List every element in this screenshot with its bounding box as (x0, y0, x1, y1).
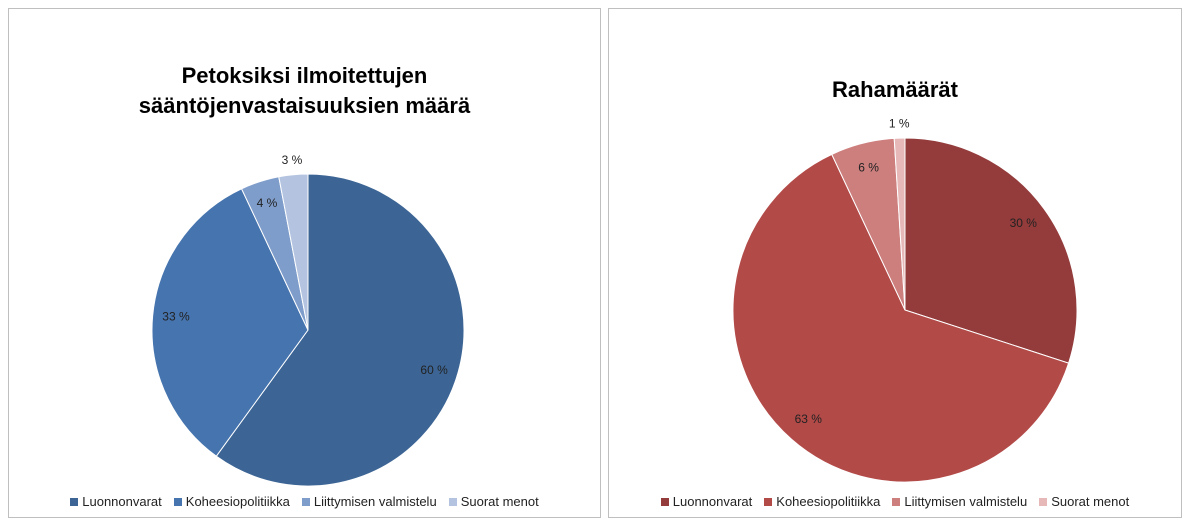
data-label: 63 % (795, 412, 823, 426)
legend-label: Koheesiopolitiikka (776, 494, 881, 509)
pie-slice (278, 173, 309, 331)
legend-item: Suorat menot (1039, 494, 1129, 509)
legend-swatch (764, 497, 773, 506)
legend-label: Liittymisen valmistelu (904, 494, 1028, 509)
legend-label: Koheesiopolitiikka (185, 494, 290, 509)
pie-slice (904, 137, 1078, 364)
pie-slice (732, 153, 1070, 483)
chart-title: Rahamäärät (832, 77, 958, 102)
chart-title: Petoksiksi ilmoitettujen sääntöjenvastai… (138, 63, 471, 118)
pie: 60 % 33 % 4 % 3 % (151, 153, 465, 487)
data-label: 33 % (162, 310, 190, 324)
legend-item: Luonnonvarat (660, 494, 753, 509)
legend-swatch (1039, 497, 1048, 506)
legend-swatch (448, 497, 457, 506)
data-label: 4 % (257, 196, 278, 210)
legend-swatch (660, 497, 669, 506)
pie: 30 % 63 % 6 % 1 % (732, 116, 1078, 483)
legend-label: Suorat menot (460, 494, 539, 509)
data-label: 1 % (889, 116, 910, 130)
legend-item: Koheesiopolitiikka (764, 494, 880, 509)
data-label: 6 % (858, 161, 879, 175)
legend-item: Suorat menot (448, 494, 539, 509)
legend-swatch (301, 497, 310, 506)
legend-item: Luonnonvarat (70, 494, 162, 509)
legend-label: Luonnonvarat (82, 494, 162, 509)
legend-item: Liittymisen valmistelu (301, 494, 437, 509)
legend-item: Koheesiopolitiikka (173, 494, 290, 509)
chart-panel: Petoksiksi ilmoitettujen sääntöjenvastai… (8, 8, 601, 518)
legend: Luonnonvarat Koheesiopolitiikka Liittymise… (609, 494, 1181, 509)
pie-slice (893, 137, 906, 311)
pie-slice (151, 188, 309, 457)
data-label: 60 % (420, 363, 448, 377)
legend-item: Liittymisen valmistelu (892, 494, 1027, 509)
data-label: 3 % (282, 153, 303, 167)
legend-swatch (173, 497, 182, 506)
data-label: 30 % (1010, 216, 1038, 230)
pie-slice (215, 173, 465, 487)
legend: Luonnonvarat Koheesiopolitiikka Liittymise… (9, 494, 600, 509)
legend-label: Suorat menot (1051, 494, 1130, 509)
legend-swatch (892, 497, 901, 506)
legend-swatch (70, 497, 79, 506)
chart-panel: Rahamäärät 30 % 63 % 6 % 1 % Luonnonvarat Kohe… (608, 8, 1182, 518)
legend-label: Luonnonvarat (672, 494, 753, 509)
legend-label: Liittymisen valmistelu (313, 494, 437, 509)
